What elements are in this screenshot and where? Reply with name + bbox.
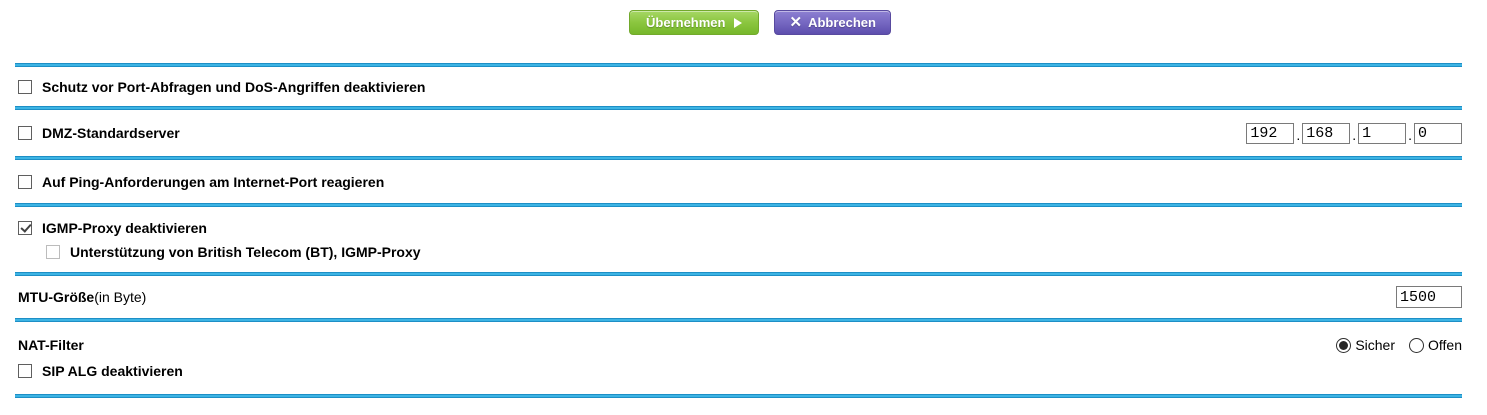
sip-alg-checkbox[interactable] — [18, 364, 32, 378]
sip-alg-label: SIP ALG deaktivieren — [42, 363, 183, 379]
igmp-proxy-checkbox[interactable] — [18, 220, 32, 235]
ip-dot: . — [1352, 127, 1357, 143]
apply-button-label: Übernehmen — [646, 15, 726, 30]
nat-filter-radio-group: Sicher Offen — [1336, 337, 1462, 353]
apply-arrow-icon — [734, 17, 743, 28]
igmp-proxy-label: IGMP-Proxy deaktivieren — [42, 219, 207, 236]
igmp-main-line: IGMP-Proxy deaktivieren — [18, 220, 1462, 236]
ip-dot: . — [1408, 127, 1412, 143]
port-dos-label: Schutz vor Port-Abfragen und DoS-Angriff… — [42, 78, 426, 95]
cancel-button[interactable]: ✕ Abbrechen — [774, 10, 891, 35]
dmz-ip-octet-1[interactable] — [1246, 122, 1295, 144]
sip-alg-line: SIP ALG deaktivieren — [18, 363, 1462, 379]
row-port-dos: Schutz vor Port-Abfragen und DoS-Angriff… — [0, 67, 1487, 106]
wan-setup-page: Übernehmen ✕ Abbrechen Schutz vor Port-A… — [0, 0, 1487, 398]
separator — [15, 272, 1462, 276]
mtu-size-input[interactable] — [1396, 286, 1462, 308]
dmz-left: DMZ-Standardserver — [18, 125, 180, 141]
igmp-bt-line: Unterstützung von British Telecom (BT), … — [18, 244, 1462, 260]
ip-dot: . — [1296, 127, 1301, 143]
separator — [15, 156, 1462, 160]
row-nat-filter: NAT-Filter Sicher Offen SIP ALG deaktivi… — [0, 322, 1487, 394]
row-igmp: IGMP-Proxy deaktivieren Unterstützung vo… — [0, 207, 1487, 272]
separator — [15, 318, 1462, 322]
dmz-checkbox[interactable] — [18, 126, 32, 140]
igmp-bt-checkbox[interactable] — [46, 244, 60, 259]
dmz-ip-group: . . . — [1246, 122, 1462, 144]
port-dos-checkbox[interactable] — [18, 79, 32, 94]
dmz-label: DMZ-Standardserver — [42, 125, 180, 141]
nat-filter-option-secure: Sicher — [1336, 337, 1395, 353]
row-dmz: DMZ-Standardserver . . . — [0, 110, 1487, 156]
separator — [15, 203, 1462, 207]
dmz-ip-octet-4[interactable] — [1414, 122, 1462, 144]
separator — [15, 63, 1462, 67]
ping-label: Auf Ping-Anforderungen am Internet-Port … — [42, 173, 385, 190]
nat-filter-line: NAT-Filter Sicher Offen — [18, 337, 1462, 353]
nat-open-label: Offen — [1428, 337, 1462, 353]
dmz-ip-octet-3[interactable] — [1358, 122, 1407, 144]
igmp-bt-label: Unterstützung von British Telecom (BT), … — [70, 243, 421, 260]
separator — [15, 106, 1462, 110]
apply-button[interactable]: Übernehmen — [629, 10, 760, 35]
nat-filter-option-open: Offen — [1409, 337, 1462, 353]
nat-filter-label: NAT-Filter — [18, 337, 84, 353]
nat-secure-radio[interactable] — [1336, 337, 1352, 353]
separator — [15, 394, 1462, 398]
mtu-unit-note: (in Byte) — [94, 289, 147, 305]
cancel-button-label: Abbrechen — [808, 15, 876, 30]
nat-secure-label: Sicher — [1355, 337, 1395, 353]
action-button-bar: Übernehmen ✕ Abbrechen — [33, 0, 1487, 35]
row-ping: Auf Ping-Anforderungen am Internet-Port … — [0, 160, 1487, 203]
cancel-x-icon: ✕ — [789, 14, 803, 31]
ping-checkbox[interactable] — [18, 174, 32, 189]
mtu-label: MTU-Größe — [18, 289, 95, 305]
mtu-left: MTU-Größe (in Byte) — [18, 289, 146, 305]
nat-open-radio[interactable] — [1409, 337, 1424, 353]
dmz-ip-octet-2[interactable] — [1302, 122, 1351, 144]
row-mtu: MTU-Größe (in Byte) — [0, 276, 1487, 318]
